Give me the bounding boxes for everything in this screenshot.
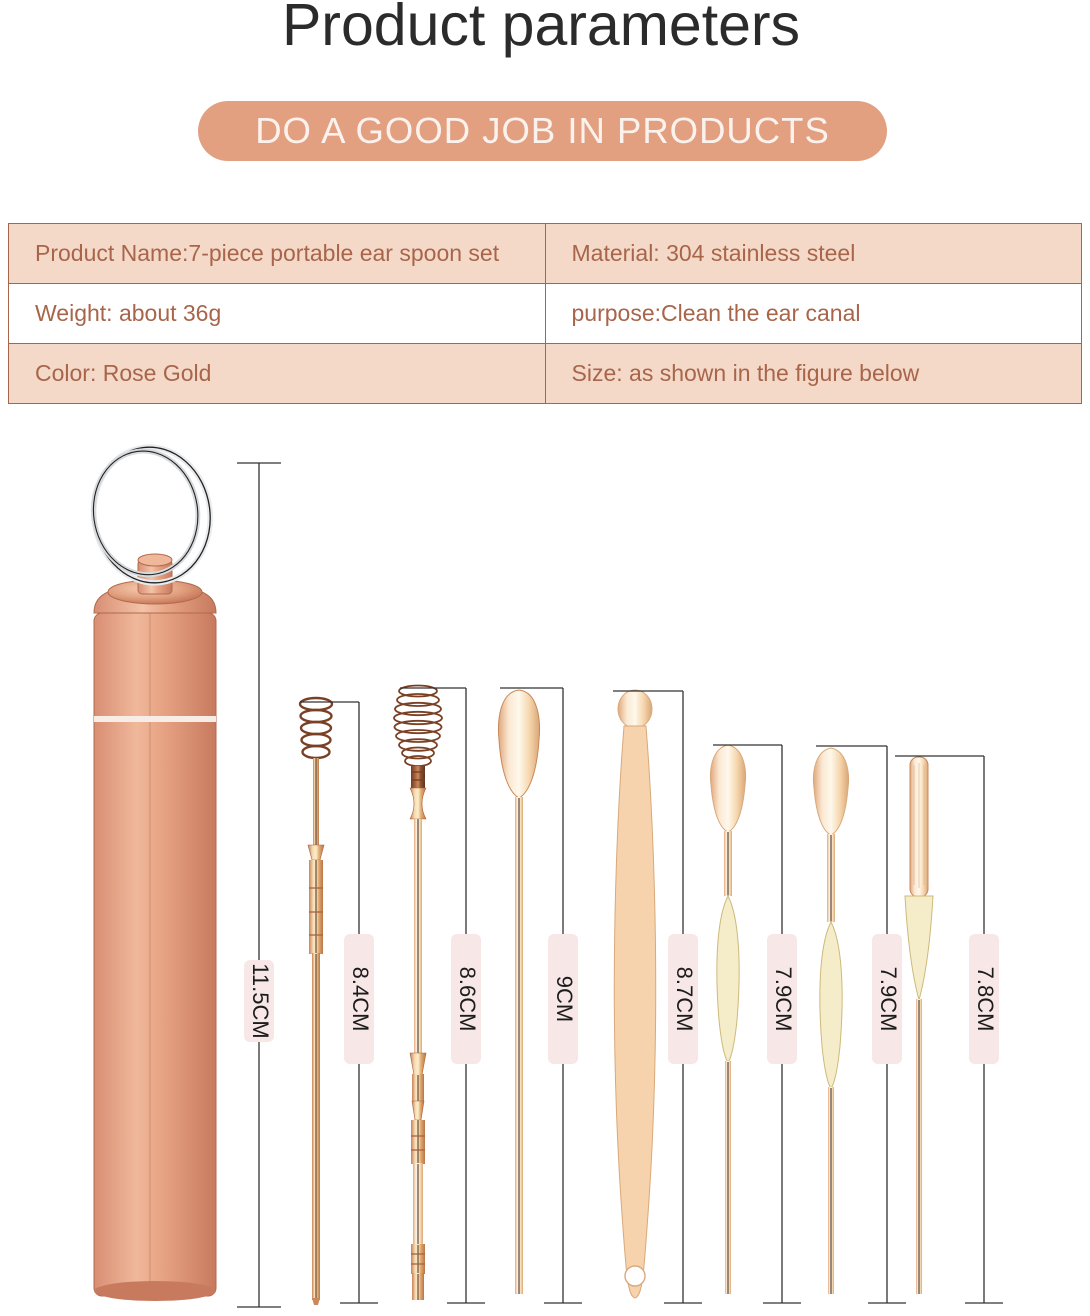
svg-text:7.9CM: 7.9CM <box>876 967 901 1032</box>
svg-text:11.5CM: 11.5CM <box>248 963 273 1038</box>
svg-text:7.8CM: 7.8CM <box>973 967 998 1032</box>
svg-text:7.9CM: 7.9CM <box>771 967 796 1032</box>
svg-text:9CM: 9CM <box>552 976 577 1022</box>
svg-text:8.6CM: 8.6CM <box>455 967 480 1032</box>
svg-text:8.4CM: 8.4CM <box>348 967 373 1032</box>
svg-text:8.7CM: 8.7CM <box>672 967 697 1032</box>
